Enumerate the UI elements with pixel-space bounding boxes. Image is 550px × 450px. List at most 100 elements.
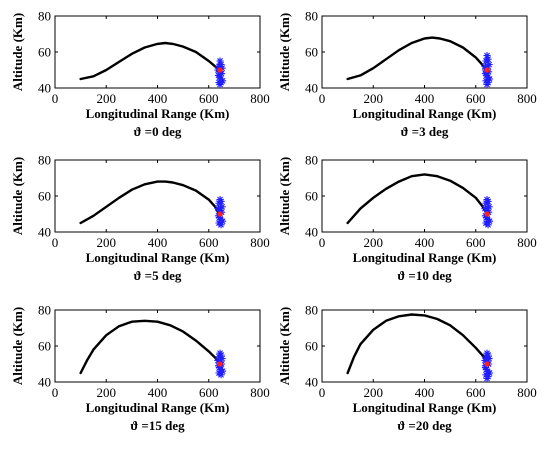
panel-caption: ϑ =10 deg [397, 268, 452, 283]
y-tick-label: 60 [38, 189, 51, 204]
y-tick-label: 40 [305, 375, 318, 390]
scatter-point [485, 355, 493, 363]
panel-caption: ϑ =15 deg [130, 418, 185, 433]
target-point [217, 361, 223, 367]
scatter-point [482, 199, 490, 207]
scatter-point [485, 61, 493, 69]
target-point [484, 361, 490, 367]
y-axis-label: Altitude (Km) [277, 157, 292, 235]
scatter-point [216, 349, 224, 357]
scatter-point [485, 217, 494, 225]
y-axis-label: Altitude (Km) [10, 13, 25, 91]
y-tick-label: 60 [305, 45, 318, 60]
scatter-point [215, 353, 223, 361]
y-tick-label: 40 [305, 225, 318, 240]
scatter-point [218, 203, 226, 211]
x-tick-label: 400 [415, 91, 435, 106]
scatter-point [216, 80, 224, 88]
x-tick-label: 400 [415, 385, 435, 400]
scatter-point [485, 369, 494, 377]
x-tick-label: 400 [148, 385, 168, 400]
x-tick-label: 200 [364, 235, 384, 250]
x-tick-label: 600 [199, 91, 219, 106]
y-tick-label: 80 [305, 153, 318, 168]
scatter-point [482, 57, 490, 65]
axes-box [321, 159, 528, 233]
y-tick-label: 40 [38, 375, 51, 390]
panel-3: 0 200 400 600 800 40 60 80 Longitudinal Range (K… [277, 153, 537, 284]
x-tick-label: 800 [250, 91, 270, 106]
y-tick-label: 60 [305, 339, 318, 354]
y-tick-label: 60 [38, 339, 51, 354]
y-axis-label: Altitude (Km) [10, 307, 25, 385]
trajectory-line [346, 36, 488, 81]
y-tick-label: 40 [305, 81, 318, 96]
scatter-point [218, 217, 227, 225]
x-tick-label: 800 [517, 235, 537, 250]
x-tick-label: 600 [199, 385, 219, 400]
x-axis-label: Longitudinal Range (Km) [86, 400, 230, 415]
panel-caption: ϑ =20 deg [397, 418, 452, 433]
x-tick-label: 800 [250, 385, 270, 400]
trajectory-line [79, 41, 221, 81]
scatter-point [483, 52, 491, 60]
y-tick-label: 60 [305, 189, 318, 204]
scatter-point [485, 203, 493, 211]
x-tick-label: 200 [364, 91, 384, 106]
trajectory-line [79, 180, 221, 225]
x-tick-label: 0 [319, 235, 326, 250]
panel-caption: ϑ =5 deg [134, 268, 182, 283]
scatter-point [485, 75, 494, 83]
scatter-point [217, 371, 225, 379]
panel-caption: ϑ =0 deg [134, 124, 182, 139]
x-tick-label: 200 [97, 385, 117, 400]
scatter-point [216, 196, 224, 204]
x-tick-label: 0 [319, 385, 326, 400]
scatter-point [218, 367, 227, 375]
scatter-point [217, 221, 225, 229]
y-tick-label: 80 [305, 303, 318, 318]
x-axis-label: Longitudinal Range (Km) [353, 250, 497, 265]
panel-caption: ϑ =3 deg [401, 124, 449, 139]
x-tick-label: 400 [148, 91, 168, 106]
x-tick-label: 200 [97, 235, 117, 250]
x-tick-label: 400 [415, 235, 435, 250]
x-axis-label: Longitudinal Range (Km) [353, 400, 497, 415]
x-tick-label: 600 [466, 235, 486, 250]
trajectory-line [79, 319, 221, 375]
x-axis-label: Longitudinal Range (Km) [86, 250, 230, 265]
scatter-point [218, 355, 226, 363]
x-axis-label: Longitudinal Range (Km) [86, 106, 230, 121]
scatter-point [216, 57, 224, 65]
x-tick-label: 0 [52, 235, 59, 250]
axes-box [321, 309, 528, 383]
scatter-point [482, 353, 490, 361]
y-axis-label: Altitude (Km) [277, 307, 292, 385]
scatter-point [217, 70, 226, 78]
scatter-point [483, 374, 491, 382]
trajectory-line [346, 313, 488, 375]
panel-0: 0 200 400 600 800 40 60 80 Longitudinal Range (K… [10, 9, 270, 140]
panel-1: 0 200 400 600 800 40 60 80 Longitudinal Range (K… [277, 9, 537, 140]
target-point [217, 211, 223, 217]
x-tick-label: 200 [364, 385, 384, 400]
target-point [484, 211, 490, 217]
x-tick-label: 800 [517, 91, 537, 106]
y-tick-label: 40 [38, 81, 51, 96]
target-point [217, 67, 223, 73]
y-tick-label: 80 [305, 9, 318, 24]
x-tick-label: 400 [148, 235, 168, 250]
x-tick-label: 600 [199, 235, 219, 250]
y-tick-label: 80 [38, 303, 51, 318]
panel-5: 0 200 400 600 800 40 60 80 Longitudinal Range (K… [277, 303, 537, 434]
x-tick-label: 800 [250, 235, 270, 250]
x-tick-label: 0 [52, 91, 59, 106]
y-tick-label: 40 [38, 225, 51, 240]
x-tick-label: 800 [517, 385, 537, 400]
trajectory-line [346, 173, 488, 225]
panel-2: 0 200 400 600 800 40 60 80 Longitudinal Range (K… [10, 153, 270, 284]
scatter-point [483, 80, 491, 88]
x-tick-label: 600 [466, 385, 486, 400]
x-tick-label: 0 [52, 385, 59, 400]
